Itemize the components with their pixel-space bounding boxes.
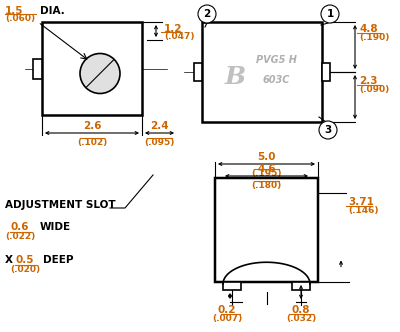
Text: WIDE: WIDE [40,222,71,232]
Text: (.007): (.007) [212,314,242,323]
Bar [42,22,142,115]
Text: (.047): (.047) [164,32,194,41]
FancyBboxPatch shape [215,178,318,282]
Text: (.060): (.060) [5,14,35,23]
Circle shape [198,5,216,23]
Bar [202,22,322,122]
Text: 1.2: 1.2 [164,24,182,34]
Text: 4.8: 4.8 [359,24,378,34]
Text: 3.71: 3.71 [348,197,374,207]
Text: (.102): (.102) [77,138,107,147]
Text: 1: 1 [326,9,334,19]
Text: 603C: 603C [263,75,290,85]
Circle shape [80,53,120,94]
Text: B: B [225,65,246,89]
Text: (.095): (.095) [144,138,174,147]
Text: (.190): (.190) [359,33,389,42]
Bar [33,58,42,78]
Text: 0.2: 0.2 [218,305,236,315]
Text: (.020): (.020) [10,265,40,274]
Bar [322,63,330,81]
Text: (.022): (.022) [5,232,35,241]
Text: DIA.: DIA. [40,6,65,16]
Text: (.032): (.032) [286,314,316,323]
Bar [223,282,241,290]
Text: 2.4: 2.4 [150,121,168,131]
Text: DEEP: DEEP [43,255,74,265]
Text: (.180): (.180) [251,181,282,190]
Bar [194,63,202,81]
Text: (.146): (.146) [348,206,378,215]
Text: PVG5 H: PVG5 H [256,55,297,65]
Text: 2: 2 [203,9,211,19]
Text: 4.6: 4.6 [257,164,276,174]
Text: (.090): (.090) [359,85,389,94]
Text: (.195): (.195) [251,169,282,178]
Text: 2.6: 2.6 [83,121,101,131]
Circle shape [319,121,337,139]
Text: ADJUSTMENT SLOT: ADJUSTMENT SLOT [5,200,116,210]
Bar [292,282,310,290]
Text: 0.8: 0.8 [292,305,310,315]
Text: 3: 3 [324,125,332,135]
Text: 0.5: 0.5 [16,255,34,265]
Circle shape [321,5,339,23]
Text: X: X [5,255,13,265]
Text: 0.6: 0.6 [11,222,29,232]
Text: 5.0: 5.0 [257,152,276,162]
Text: 1.5: 1.5 [5,6,24,16]
Text: 2.3: 2.3 [359,76,378,86]
